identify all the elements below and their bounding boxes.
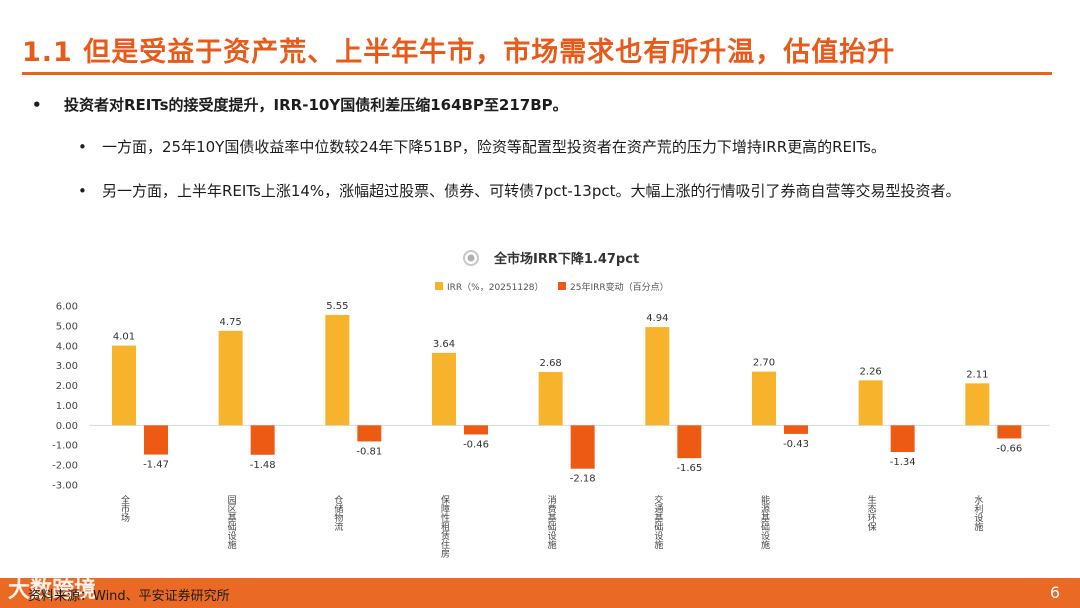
bullet-sub-2-text: 另一方面，上半年REITs上涨14%，涨幅超过股票、债券、可转债7pct-13p… (102, 182, 961, 200)
irr-bar (538, 372, 563, 426)
irr-change-bar (357, 425, 382, 442)
irr-value-label: 2.11 (966, 369, 988, 380)
bullet-main: • 投资者对REITs的接受度提升，IRR-10Y国债利差压缩164BP至217… (32, 92, 568, 118)
change-value-label: -0.66 (996, 443, 1022, 454)
y-axis: 6.00 5.00 4.00 3.00 2.00 1.00 0.00 -1.00 -2.00 -3… (52, 302, 78, 492)
irr-change-bar (464, 425, 488, 435)
y-tick-label: -2.00 (52, 461, 78, 472)
irr-bar (858, 380, 883, 426)
chart-title: 全市场IRR下降1.47pct (493, 251, 639, 267)
irr-value-label: 2.26 (860, 366, 882, 377)
bullet-marker: • (78, 138, 87, 156)
irr-change-bar (784, 425, 808, 434)
category-label: 交通基础设施 (652, 494, 663, 550)
change-value-label: -1.48 (250, 460, 276, 471)
watermark-logo: 大数跨境 (8, 578, 97, 603)
irr-bar (752, 371, 776, 426)
bullet-main-text: 投资者对REITs的接受度提升，IRR-10Y国债利差压缩164BP至217BP… (64, 96, 568, 114)
y-tick-label: -3.00 (52, 481, 78, 492)
bullet-sub-1: • 一方面，25年10Y国债收益率中位数较24年下降51BP，险资等配置型投资者… (78, 134, 886, 160)
category-label: 水利设施 (972, 494, 983, 532)
irr-value-label: 2.70 (753, 358, 775, 369)
irr-change-bar (997, 425, 1022, 439)
irr-value-label: 4.94 (646, 313, 668, 324)
footer-bar: 大数跨境 资料来源：Wind、平安证券研究所 6 (0, 578, 1080, 608)
change-value-label: -0.43 (783, 439, 809, 450)
category-label: 全市场 (119, 494, 130, 523)
chart-title-group: 全市场IRR下降1.47pct (463, 250, 639, 267)
category-label: 仓储物流 (332, 494, 343, 532)
bar-marks (112, 314, 1022, 469)
y-tick-label: 1.00 (56, 401, 78, 412)
irr-value-label: 3.64 (433, 339, 455, 350)
bullet-marker: • (78, 182, 87, 200)
category-labels: 全市场 园区基础设施 仓储物流 保障性租赁住房 消费基础设施 交通基础设施 能源基础设施 生态… (119, 494, 983, 559)
legend-swatch-irr (435, 282, 443, 290)
category-label: 消费基础设施 (546, 494, 557, 550)
irr-change-bar (570, 425, 595, 469)
change-value-label: -2.18 (570, 474, 596, 485)
chart-title-marker-icon (463, 250, 479, 266)
irr-change-bar (144, 425, 168, 455)
value-labels: 4.01 -1.47 4.75 -1.48 5.55 -0.81 3.64 -0.46 2.68… (113, 301, 1022, 485)
y-tick-label: 3.00 (56, 361, 78, 372)
irr-bar (432, 352, 456, 426)
y-tick-label: 2.00 (56, 381, 78, 392)
page-number: 6 (1049, 583, 1060, 602)
category-label: 生态环保 (866, 494, 877, 532)
irr-bar (112, 345, 136, 426)
legend-swatch-change (558, 282, 566, 290)
change-value-label: -1.34 (890, 457, 916, 468)
irr-bar (645, 327, 670, 426)
irr-value-label: 4.01 (113, 332, 135, 343)
irr-value-label: 5.55 (326, 301, 348, 312)
category-label: 保障性租赁住房 (439, 494, 450, 559)
bullet-sub-1-text: 一方面，25年10Y国债收益率中位数较24年下降51BP，险资等配置型投资者在资… (102, 138, 886, 156)
y-tick-label: 0.00 (56, 421, 78, 432)
y-tick-label: -1.00 (52, 441, 78, 452)
y-tick-label: 4.00 (56, 341, 78, 352)
y-tick-label: 5.00 (56, 321, 78, 332)
irr-change-bar (677, 425, 702, 459)
irr-change-bar (890, 425, 915, 452)
chart-legend: IRR（%，20251128） 25年IRR变动（百分点） (435, 281, 669, 293)
category-label: 能源基础设施 (759, 494, 770, 550)
irr-bar (325, 314, 350, 426)
legend-label-irr: IRR（%，20251128） (447, 282, 544, 293)
irr-bar-chart: 全市场IRR下降1.47pct IRR（%，20251128） 25年IRR变动… (52, 250, 1050, 559)
chart-title-marker-dot-icon (467, 254, 475, 262)
footer-source: 资料来源：Wind、平安证券研究所 (28, 589, 230, 604)
bullet-marker: • (32, 96, 42, 114)
bullet-sub-2: • 另一方面，上半年REITs上涨14%，涨幅超过股票、债券、可转债7pct-1… (78, 178, 1052, 204)
change-value-label: -0.81 (356, 446, 382, 457)
irr-value-label: 2.68 (540, 358, 562, 369)
irr-bar (965, 383, 990, 426)
irr-value-label: 4.75 (220, 317, 242, 328)
irr-bar (218, 330, 243, 426)
change-value-label: -0.46 (463, 439, 489, 450)
slide-title: 1.1 但是受益于资产荒、上半年牛市，市场需求也有所升温，估值抬升 (22, 37, 896, 68)
title-divider (22, 72, 1052, 75)
category-label: 园区基础设施 (226, 495, 237, 550)
legend-label-change: 25年IRR变动（百分点） (570, 281, 669, 293)
change-value-label: -1.47 (143, 460, 169, 471)
irr-change-bar (250, 425, 275, 455)
y-tick-label: 6.00 (56, 302, 78, 313)
change-value-label: -1.65 (676, 463, 702, 474)
